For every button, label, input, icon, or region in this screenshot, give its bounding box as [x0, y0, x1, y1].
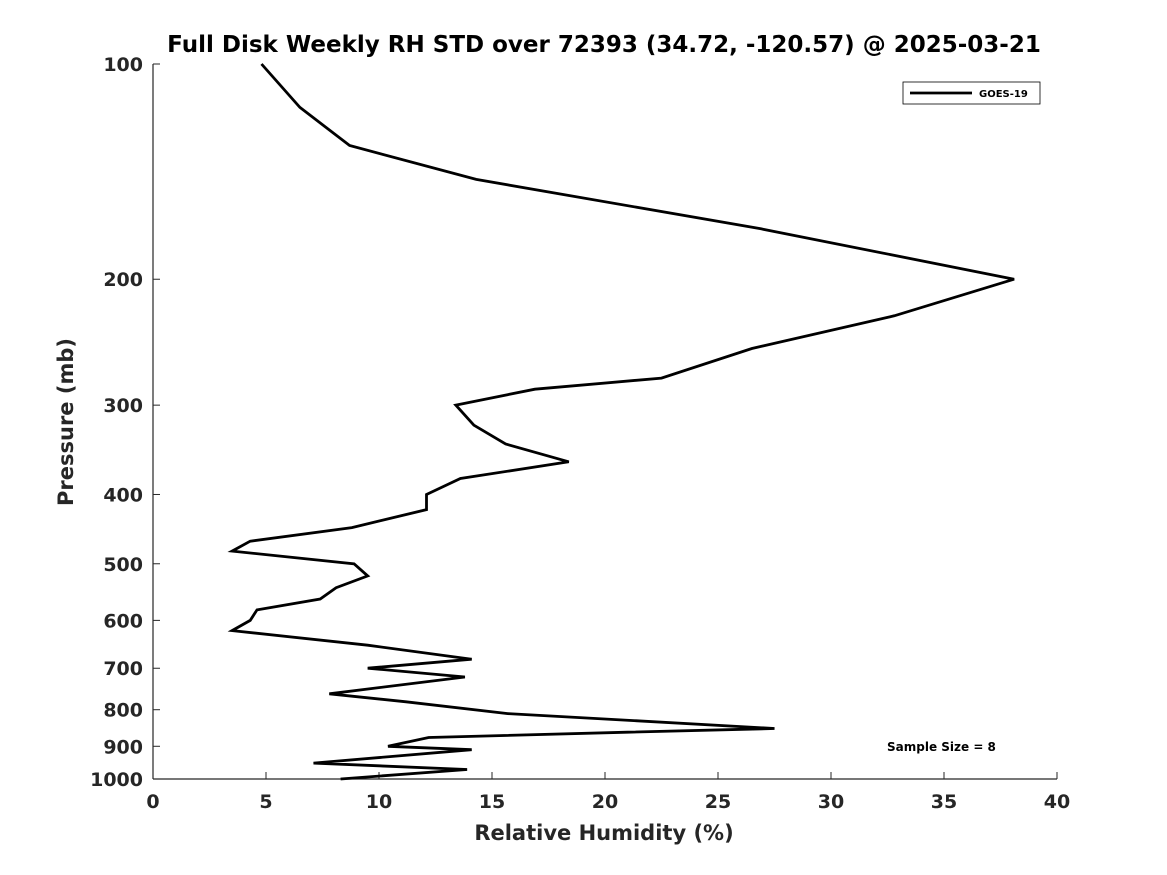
x-tick-label: 25 [705, 791, 731, 813]
sample-size-annotation: Sample Size = 8 [887, 740, 996, 754]
chart-title: Full Disk Weekly RH STD over 72393 (34.7… [167, 32, 1041, 58]
series-layer [227, 63, 1015, 781]
x-tick-label: 15 [479, 791, 505, 813]
x-tick-label: 20 [592, 791, 618, 813]
series-line-goes-19 [227, 63, 1015, 781]
y-tick-label: 500 [103, 554, 143, 576]
x-axis-label: Relative Humidity (%) [474, 821, 733, 845]
x-tick-label: 40 [1044, 791, 1070, 813]
y-tick-label: 400 [103, 484, 143, 506]
y-tick-label: 100 [103, 54, 143, 76]
x-tick-label: 5 [259, 791, 272, 813]
y-tick-label: 800 [103, 700, 143, 722]
x-tick-label: 0 [146, 791, 159, 813]
legend-label: GOES-19 [979, 89, 1028, 100]
axes-ticks: 0 5 10 15 20 25 30 35 40 100 200 300 400 500 600 700 800… [90, 54, 1070, 813]
y-axis-label: Pressure (mb) [54, 338, 78, 506]
x-tick-label: 30 [818, 791, 844, 813]
y-tick-label: 200 [103, 269, 143, 291]
y-tick-label: 1000 [90, 769, 143, 791]
x-tick-label: 10 [366, 791, 392, 813]
axes [152, 64, 1057, 780]
y-tick-label: 900 [103, 736, 143, 758]
x-tick-label: 35 [931, 791, 957, 813]
legend: GOES-19 [902, 81, 1041, 105]
y-tick-label: 600 [103, 610, 143, 632]
y-tick-label: 300 [103, 395, 143, 417]
y-tick-label: 700 [103, 658, 143, 680]
